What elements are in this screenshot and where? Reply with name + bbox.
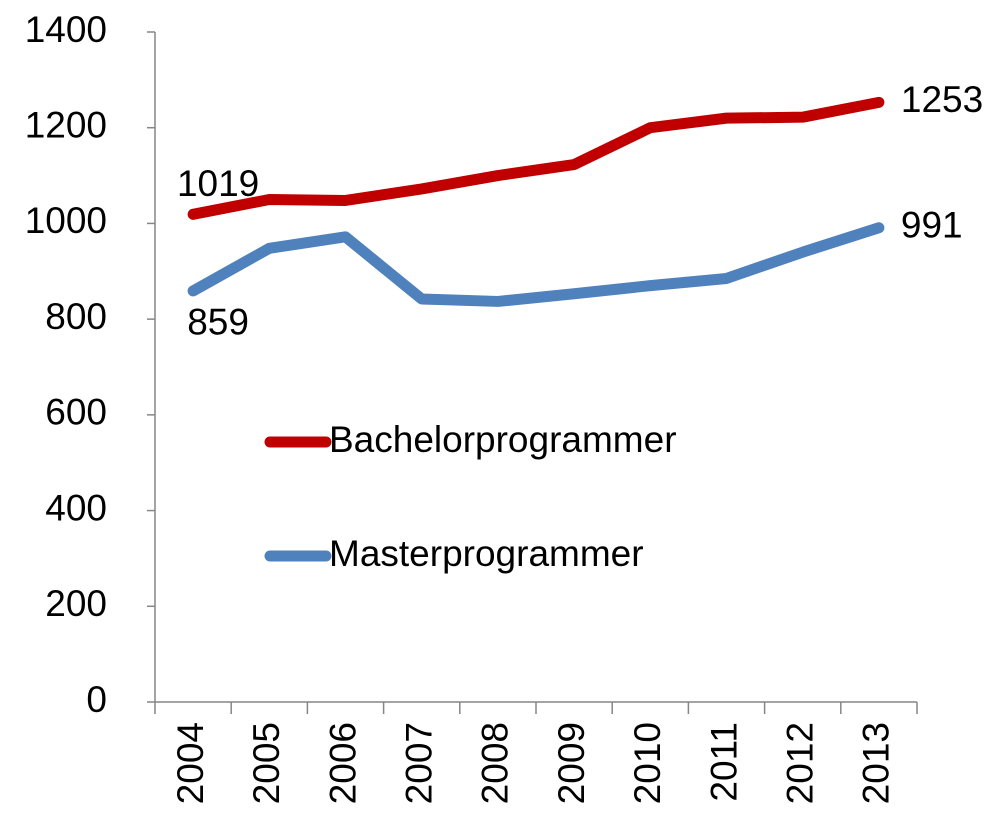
legend-label: Masterprogrammer bbox=[329, 533, 644, 574]
data-label: 859 bbox=[187, 302, 249, 343]
x-tick-label: 2009 bbox=[551, 722, 592, 804]
y-tick-label: 0 bbox=[86, 679, 107, 720]
series-line bbox=[187, 222, 885, 307]
y-tick-label: 1000 bbox=[25, 200, 107, 241]
y-tick-label: 600 bbox=[45, 392, 107, 433]
y-tick-label: 200 bbox=[45, 583, 107, 624]
x-tick-label: 2004 bbox=[170, 722, 211, 804]
series-line bbox=[187, 96, 885, 220]
legend-label: Bachelorprogrammer bbox=[329, 419, 677, 460]
data-label: 1019 bbox=[177, 163, 259, 204]
y-tick-label: 800 bbox=[45, 296, 107, 337]
x-tick-label: 2011 bbox=[703, 722, 744, 802]
x-tick-label: 2007 bbox=[398, 722, 439, 804]
x-tick-label: 2006 bbox=[322, 722, 363, 804]
x-tick-label: 2005 bbox=[246, 722, 287, 804]
y-tick-label: 1400 bbox=[25, 9, 107, 50]
y-tick-label: 400 bbox=[45, 487, 107, 528]
x-tick-label: 2010 bbox=[627, 722, 668, 804]
y-tick-label: 1200 bbox=[25, 104, 107, 145]
data-label: 991 bbox=[901, 205, 963, 246]
x-tick-label: 2008 bbox=[475, 722, 516, 804]
data-label: 1253 bbox=[901, 79, 983, 120]
x-tick-label: 2012 bbox=[779, 722, 820, 804]
x-tick-label: 2013 bbox=[856, 722, 897, 804]
